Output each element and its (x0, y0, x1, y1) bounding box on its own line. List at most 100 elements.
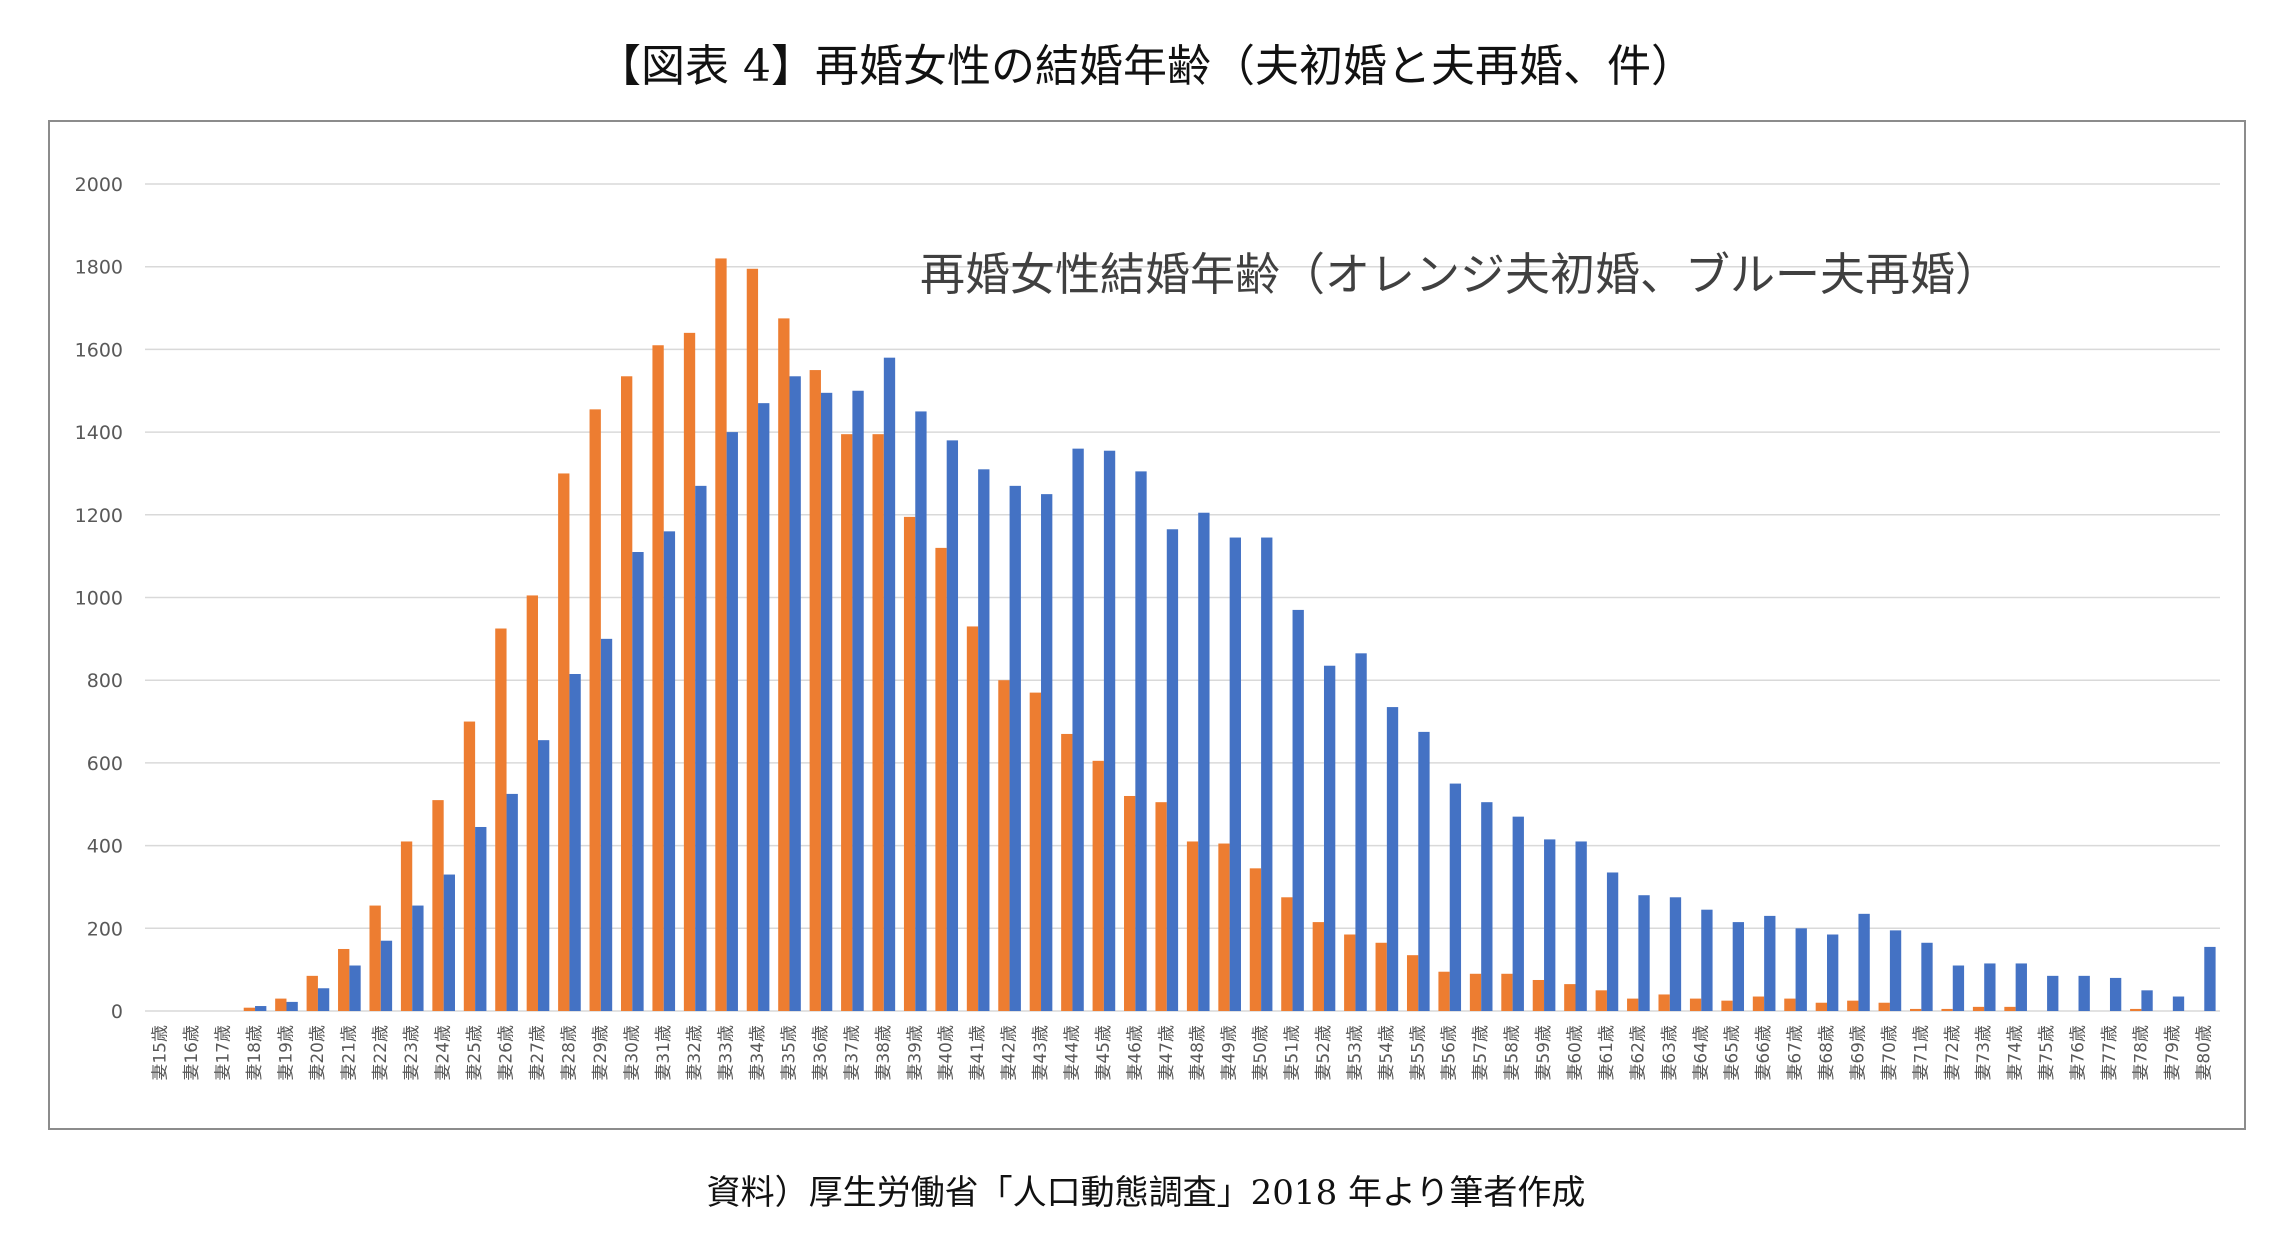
bar-first-marriage (338, 948, 350, 1011)
x-tick-label: 妻57歳 (1471, 1025, 1491, 1081)
x-tick-label: 妻20歳 (308, 1025, 328, 1081)
x-tick-label: 妻26歳 (497, 1025, 517, 1081)
y-tick-label: 400 (87, 836, 123, 858)
x-tick-label: 妻21歳 (339, 1025, 359, 1081)
x-tick-label: 妻60歳 (1565, 1025, 1585, 1081)
x-tick-label: 妻18歳 (245, 1025, 265, 1081)
bar-first-marriage (1878, 1002, 1890, 1011)
bar-first-marriage (1312, 922, 1324, 1011)
bar-first-marriage (400, 841, 413, 1011)
bar-first-marriage (652, 345, 664, 1011)
y-tick-label: 2000 (75, 174, 123, 196)
bar-first-marriage (1061, 733, 1073, 1011)
bar-chart: 0 200 400 600 800 1000 1200 1400 1600 1800 2000 妻1… (75, 174, 2220, 1081)
x-tick-label: 妻27歳 (528, 1025, 548, 1081)
bar-first-marriage (715, 258, 727, 1011)
figure-title: 【図表 4】再婚女性の結婚年齢（夫初婚と夫再婚、件） (597, 41, 1695, 92)
bar-remarriage (317, 988, 330, 1011)
bar-first-marriage (935, 547, 947, 1011)
x-tick-label: 妻68歳 (1817, 1025, 1837, 1081)
x-tick-label: 妻31歳 (654, 1025, 674, 1081)
bar-first-marriage (746, 268, 759, 1011)
bar-remarriage (1103, 450, 1116, 1012)
bar-first-marriage (1689, 998, 1702, 1011)
bar-remarriage (1575, 841, 1587, 1011)
bar-first-marriage (1910, 1008, 1922, 1011)
bar-remarriage (1135, 471, 1147, 1011)
bar-remarriage (1512, 816, 1524, 1011)
x-tick-label: 妻55歳 (1408, 1025, 1428, 1081)
bar-first-marriage (1218, 843, 1230, 1011)
bar-first-marriage (1186, 841, 1199, 1011)
bar-remarriage (2078, 975, 2090, 1011)
x-tick-label: 妻49歳 (1220, 1025, 1240, 1081)
x-tick-label: 妻32歳 (685, 1025, 705, 1081)
bar-remarriage (1984, 963, 1996, 1011)
x-tick-label: 妻45歳 (1094, 1025, 1114, 1081)
bar-first-marriage (620, 376, 633, 1011)
bar-first-marriage (1941, 1008, 1953, 1011)
x-tick-label: 妻69歳 (1848, 1025, 1868, 1081)
bar-remarriage (569, 674, 581, 1011)
x-tick-label: 妻22歳 (371, 1025, 391, 1081)
x-tick-label: 妻15歳 (151, 1025, 171, 1081)
y-axis-tick-labels: 0 200 400 600 800 1000 1200 1400 1600 1800 2000 (75, 174, 123, 1023)
source-note: 資料）厚生労働省「人口動態調査」2018 年より筆者作成 (706, 1173, 1586, 1213)
x-tick-label: 妻61歳 (1597, 1025, 1617, 1081)
bar-first-marriage (558, 473, 570, 1011)
bar-first-marriage (1847, 1000, 1859, 1011)
bar-first-marriage (1752, 996, 1765, 1011)
x-tick-label: 妻25歳 (465, 1025, 485, 1081)
bar-remarriage (1481, 802, 1493, 1011)
bar-first-marriage (369, 905, 381, 1011)
x-tick-label: 妻47歳 (1157, 1025, 1177, 1081)
bar-first-marriage (1658, 994, 1670, 1011)
bar-first-marriage (841, 434, 853, 1011)
bar-first-marriage (306, 975, 318, 1011)
x-tick-label: 妻35歳 (780, 1025, 800, 1081)
bar-remarriage (2172, 996, 2185, 1011)
bar-first-marriage (589, 409, 601, 1011)
bar-remarriage (506, 793, 518, 1011)
bar-first-marriage (495, 628, 507, 1011)
x-tick-label: 妻54歳 (1377, 1025, 1397, 1081)
x-tick-label: 妻29歳 (591, 1025, 611, 1081)
bar-remarriage (600, 638, 613, 1011)
bar-remarriage (1638, 895, 1650, 1011)
x-tick-label: 妻46歳 (1125, 1025, 1145, 1081)
bar-first-marriage (1721, 1000, 1733, 1011)
bar-first-marriage (1784, 998, 1796, 1011)
bar-remarriage (758, 403, 770, 1011)
x-tick-label: 妻38歳 (874, 1025, 894, 1081)
x-tick-label: 妻48歳 (1188, 1025, 1208, 1081)
bar-remarriage (1292, 609, 1304, 1011)
gridlines (145, 183, 2220, 1012)
bar-first-marriage (809, 370, 821, 1011)
bar-remarriage (663, 531, 676, 1011)
bar-remarriage (1072, 448, 1084, 1011)
bar-remarriage (412, 905, 424, 1011)
bar-first-marriage (1627, 998, 1639, 1011)
bar-remarriage (632, 552, 644, 1011)
bar-remarriage (537, 740, 550, 1011)
x-tick-label: 妻77歳 (2100, 1025, 2120, 1081)
bar-first-marriage (1469, 973, 1482, 1011)
x-tick-label: 妻62歳 (1628, 1025, 1648, 1081)
bar-first-marriage (1029, 692, 1042, 1011)
bar-first-marriage (872, 434, 884, 1011)
bar-first-marriage (1155, 802, 1167, 1011)
x-tick-label: 妻40歳 (937, 1025, 957, 1081)
bar-remarriage (286, 1001, 298, 1011)
bar-first-marriage (903, 516, 916, 1011)
bar-first-marriage (1595, 990, 1607, 1011)
bar-first-marriage (275, 998, 287, 1011)
x-tick-label: 妻73歳 (1974, 1025, 1994, 1081)
bar-remarriage (475, 826, 487, 1011)
bar-remarriage (1952, 965, 1965, 1011)
y-tick-label: 1000 (75, 588, 123, 610)
bar-remarriage (852, 390, 864, 1011)
bar-remarriage (1323, 665, 1336, 1011)
x-tick-label: 妻78歳 (2131, 1025, 2151, 1081)
x-tick-label: 妻19歳 (276, 1025, 296, 1081)
bar-first-marriage (243, 1007, 256, 1011)
